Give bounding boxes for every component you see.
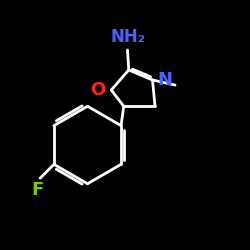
Text: F: F xyxy=(32,180,44,198)
Text: N: N xyxy=(157,71,172,89)
Text: NH₂: NH₂ xyxy=(110,28,145,46)
Text: O: O xyxy=(90,81,105,99)
